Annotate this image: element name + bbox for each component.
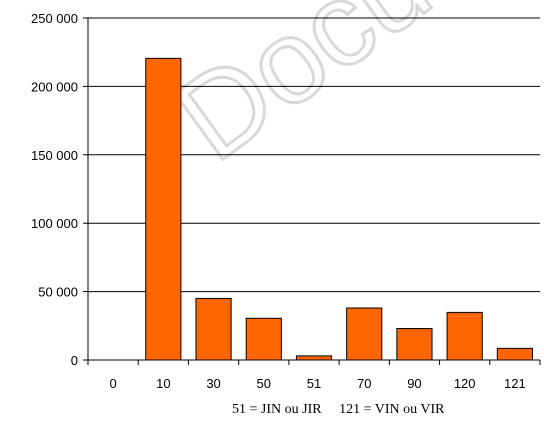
bar-30 [195,297,232,361]
y-tick-labels: 0 50 000 100 000 150 000 200 000 250 000 [31,11,78,368]
bar-51 [295,355,333,361]
bar-90 [396,328,433,361]
x-tick-label: 50 [257,376,271,391]
x-tick-label: 30 [206,376,220,391]
x-tick-label: 70 [357,376,371,391]
y-tick-label: 100 000 [31,216,78,231]
bars [145,57,533,361]
watermark: Docu [153,0,453,186]
x-tick-label: 10 [156,376,170,391]
bar-120 [446,311,483,361]
x-tick-label: 90 [407,376,421,391]
y-tick-label: 0 [71,353,78,368]
bar-50 [245,317,282,361]
x-tick-label: 120 [454,376,476,391]
x-tick-label: 121 [504,376,526,391]
bar-10 [145,57,182,361]
y-tick-label: 200 000 [31,79,78,94]
y-tick-label: 250 000 [31,11,78,26]
y-tick-label: 150 000 [31,148,78,163]
y-tick-label: 50 000 [38,285,78,300]
x-tick-labels: 0 10 30 50 51 70 90 120 121 [87,360,541,391]
bar-70 [346,307,383,361]
x-tick-label: 0 [109,376,116,391]
bar-121 [496,347,533,361]
category-note: 51 = JIN ou JIR 121 = VIN ou VIR [232,402,445,417]
x-tick-label: 51 [307,376,321,391]
